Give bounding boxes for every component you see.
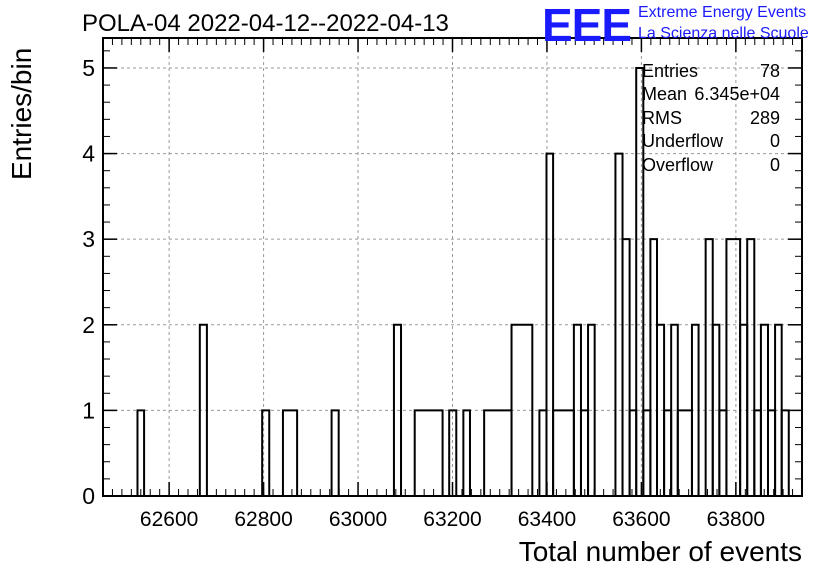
stat-key: Entries [642, 61, 699, 81]
histogram-bin [510, 323, 534, 496]
histogram-bin [676, 409, 693, 496]
histogram-bin [621, 238, 631, 496]
y-tick-label: 5 [82, 55, 95, 81]
x-tick-label: 63600 [612, 508, 670, 531]
y-tick-label: 3 [82, 226, 95, 252]
logo-line-1: Extreme Energy Events [638, 4, 807, 21]
histogram-bin [281, 409, 299, 496]
x-axis-label: Total number of events [518, 536, 802, 567]
histogram-bin [538, 409, 548, 496]
stat-row-entries: Entries 78 [642, 60, 780, 83]
stat-row-overflow: Overflow 0 [642, 154, 780, 177]
logo-line-2: La Scienza nelle Scuole [638, 25, 809, 42]
histogram-bin [635, 66, 645, 496]
histogram-bin [718, 409, 728, 496]
histogram-bin [663, 409, 673, 496]
stat-key: Mean [642, 84, 688, 105]
stat-row-rms: RMS 289 [642, 107, 780, 130]
stat-key: Underflow [642, 131, 724, 152]
y-tick-label: 2 [82, 312, 95, 338]
stat-key: RMS [642, 107, 682, 128]
stat-key: Overflow [642, 154, 714, 175]
histogram-bin [261, 409, 271, 496]
stat-value: 78 [759, 61, 780, 81]
chart-title: POLA-04 2022-04-12--2022-04-13 [82, 10, 449, 37]
y-tick-label: 0 [82, 483, 95, 509]
histogram-bin [780, 409, 790, 496]
x-tick-label: 63200 [423, 508, 481, 531]
stat-value: 6.345e+04 [694, 84, 780, 105]
x-tick-label: 63800 [707, 508, 765, 531]
stat-value: 0 [769, 154, 780, 175]
histogram-bin [725, 238, 742, 496]
histogram-bin [448, 409, 458, 496]
stat-row-mean: Mean 6.345e+04 [642, 83, 780, 106]
x-tick-label: 62600 [140, 508, 198, 531]
y-tick-label: 4 [82, 141, 95, 167]
histogram-bin [690, 323, 700, 496]
eee-logo: EEE [542, 0, 632, 51]
histogram-bin [198, 323, 208, 496]
x-tick-label: 63400 [518, 508, 576, 531]
histogram-bin [392, 323, 403, 496]
histogram-bars [136, 66, 790, 496]
histogram-bin [545, 152, 555, 496]
stat-row-underflow: Underflow 0 [642, 130, 780, 153]
stat-value: 0 [769, 131, 780, 152]
histogram-bin [587, 323, 596, 496]
histogram-bin [642, 409, 652, 496]
tick-labels: 62600 62800 63000 63200 63400 63600 63800 0 1 2 3 4… [82, 55, 765, 531]
histogram-bin [483, 409, 513, 496]
x-tick-label: 62800 [234, 508, 292, 531]
x-tick-label: 63000 [329, 508, 387, 531]
histogram-bin [579, 409, 590, 496]
histogram-bin [413, 409, 444, 496]
stat-value: 289 [749, 107, 780, 128]
histogram-bin [462, 409, 471, 496]
y-axis-label: Entries/bin [6, 47, 37, 180]
stats-box: Entries 78 Mean 6.345e+04 RMS 289 Underf… [642, 60, 780, 177]
histogram-bin [136, 409, 146, 496]
y-tick-label: 1 [82, 397, 95, 423]
axis-ticks [102, 38, 803, 497]
histogram-bin [552, 409, 575, 496]
histogram-bin [746, 238, 756, 496]
histogram-bin [330, 409, 340, 496]
histogram-bin [704, 238, 714, 496]
histogram-bin [766, 409, 777, 496]
